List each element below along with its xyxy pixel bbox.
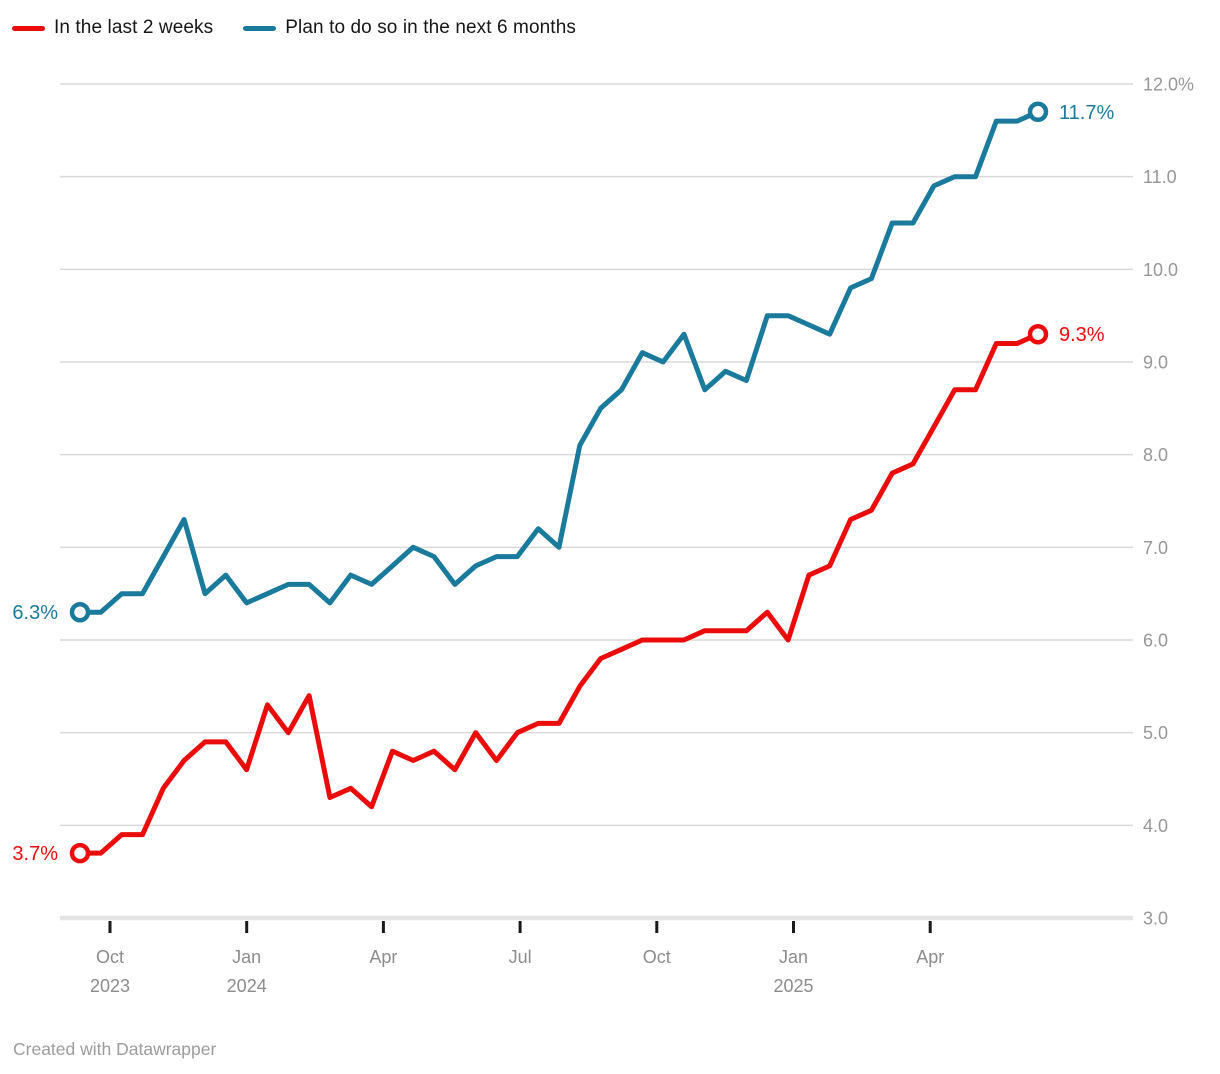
legend-label: In the last 2 weeks bbox=[54, 17, 214, 38]
x-tick-month: Oct bbox=[643, 947, 671, 967]
x-tick-month: Apr bbox=[916, 947, 944, 967]
series-end-value-label: 11.7% bbox=[1059, 102, 1114, 124]
x-axis-labels: Oct 2023 Jan 2024 Apr Jul Oct Jan 2025 Apr bbox=[90, 947, 944, 996]
red-line-swatch-icon bbox=[12, 25, 45, 31]
line-chart: 12.0% 11.0 10.0 9.0 8.0 7.0 6.0 5.0 4.0 3.0 Oct 202… bbox=[12, 75, 1194, 997]
y-tick-label: 3.0 bbox=[1143, 909, 1168, 929]
x-axis-ticks bbox=[108, 921, 932, 933]
x-tick-year: 2023 bbox=[90, 976, 130, 996]
y-tick-label: 4.0 bbox=[1143, 816, 1168, 836]
y-tick-label: 6.0 bbox=[1143, 631, 1168, 651]
y-tick-label: 10.0 bbox=[1143, 260, 1178, 280]
series-end-value-label: 9.3% bbox=[1059, 324, 1105, 346]
y-axis-labels: 12.0% 11.0 10.0 9.0 8.0 7.0 6.0 5.0 4.0 3.0 bbox=[1143, 75, 1194, 929]
series-line bbox=[77, 109, 1041, 615]
series-start-value-label: 3.7% bbox=[12, 843, 58, 865]
legend-item-last-2-weeks: In the last 2 weeks bbox=[12, 17, 213, 39]
y-tick-label: 8.0 bbox=[1143, 445, 1168, 465]
x-tick-year: 2024 bbox=[227, 976, 267, 996]
legend-label: Plan to do so in the next 6 months bbox=[285, 17, 576, 38]
series-endpoint-marker bbox=[1027, 323, 1049, 345]
teal-line-swatch-icon bbox=[243, 25, 277, 31]
y-tick-label: 9.0 bbox=[1143, 353, 1168, 373]
series-endpoint-marker bbox=[69, 601, 91, 623]
series-line bbox=[77, 331, 1041, 856]
series-endpoint-marker bbox=[1027, 101, 1049, 123]
x-tick-month: Apr bbox=[369, 947, 397, 967]
y-tick-label: 12.0% bbox=[1143, 75, 1194, 95]
x-tick-year: 2025 bbox=[773, 976, 813, 996]
legend-item-next-6-months: Plan to do so in the next 6 months bbox=[243, 17, 576, 39]
datawrapper-credit: Created with Datawrapper bbox=[13, 1039, 217, 1059]
x-tick-month: Jul bbox=[509, 947, 532, 967]
series-endpoint-marker bbox=[69, 842, 91, 864]
series-start-value-label: 6.3% bbox=[12, 602, 58, 624]
y-tick-label: 7.0 bbox=[1143, 538, 1168, 558]
y-tick-label: 5.0 bbox=[1143, 723, 1168, 743]
x-tick-month: Jan bbox=[779, 947, 808, 967]
legend: In the last 2 weeks Plan to do so in the… bbox=[12, 17, 576, 39]
y-tick-label: 11.0 bbox=[1143, 167, 1177, 187]
y-gridlines bbox=[60, 83, 1133, 921]
x-tick-month: Jan bbox=[232, 947, 261, 967]
x-tick-month: Oct bbox=[96, 947, 124, 967]
